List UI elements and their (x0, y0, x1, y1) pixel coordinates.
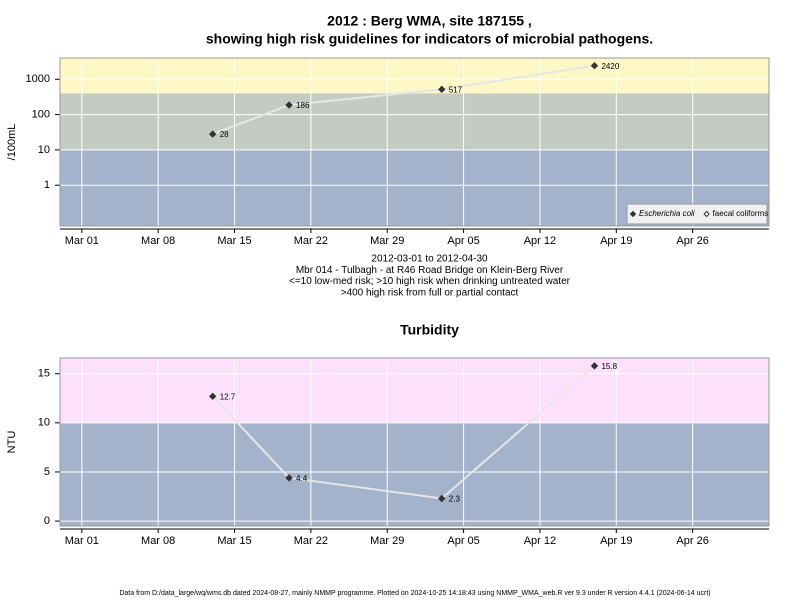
data-label: 517 (449, 85, 463, 94)
data-point (590, 62, 599, 70)
x-tick-label: Mar 08 (141, 235, 175, 247)
data-label: 28 (220, 130, 229, 139)
data-label: 4.4 (296, 474, 308, 483)
risk-band (60, 422, 769, 526)
y-tick-label: 10 (38, 144, 50, 156)
caption: >400 high risk from full or partial cont… (341, 288, 519, 299)
y-tick-label: 100 (32, 108, 50, 120)
series-line (212, 64, 595, 136)
risk-band (60, 58, 769, 94)
data-point (285, 101, 293, 109)
y-axis-label: NTU (6, 431, 18, 454)
caption: <=10 low-med risk; >10 high risk when dr… (289, 276, 571, 287)
legend-entry: Escherichia coli (639, 209, 695, 218)
risk-band (60, 93, 769, 150)
plot-frame (59, 357, 770, 527)
y-tick-label: 10 (38, 417, 50, 429)
data-point (590, 362, 599, 370)
y-tick-label: 5 (44, 466, 50, 478)
x-tick-label: Mar 01 (65, 235, 99, 247)
x-tick-label: Mar 15 (217, 535, 251, 547)
risk-band (60, 358, 769, 423)
x-tick-label: Apr 19 (600, 235, 632, 247)
x-tick-label: Apr 12 (524, 535, 556, 547)
x-tick-label: Mar 01 (65, 535, 99, 547)
data-point (438, 85, 446, 94)
x-tick-label: Mar 08 (141, 535, 175, 547)
caption: 2012-03-01 to 2012-04-30 (371, 254, 488, 265)
y-tick-label: 1000 (26, 73, 50, 85)
data-point (285, 474, 293, 482)
caption: Mbr 014 - Tulbagh - at R46 Road Bridge o… (296, 265, 564, 276)
chart-subtitle: showing high risk guidelines for indicat… (206, 31, 653, 47)
data-label: 15.8 (601, 362, 617, 371)
x-tick-label: Mar 22 (294, 235, 328, 247)
y-axis-label: /100mL (6, 124, 18, 161)
data-label: 2420 (601, 62, 619, 71)
plot-frame (59, 57, 770, 227)
y-tick-label: 0 (44, 515, 50, 527)
x-tick-label: Mar 29 (370, 235, 404, 247)
y-tick-label: 15 (38, 368, 50, 380)
x-tick-label: Mar 15 (217, 235, 251, 247)
data-point (438, 494, 446, 503)
legend-entry: faecal coliforms (713, 209, 769, 218)
legend-box (626, 203, 768, 225)
series-line (211, 365, 596, 500)
chart-title: 2012 : Berg WMA, site 187155 , (327, 13, 532, 29)
footer: Data from D:/data_large/wq/wms.db dated … (119, 590, 710, 597)
x-tick-label: Apr 19 (600, 535, 632, 547)
data-label: 2.3 (449, 495, 461, 504)
x-tick-label: Apr 12 (524, 235, 556, 247)
x-tick-label: Mar 29 (370, 535, 404, 547)
data-point (209, 130, 217, 138)
x-tick-label: Apr 26 (676, 235, 708, 247)
chart-title: Turbidity (400, 322, 459, 338)
data-point (209, 392, 217, 401)
y-tick-label: 1 (44, 179, 50, 191)
x-tick-label: Mar 22 (294, 535, 328, 547)
data-label: 12.7 (220, 392, 236, 401)
legend-marker (703, 210, 710, 218)
legend-marker (629, 210, 637, 218)
x-tick-label: Apr 05 (447, 235, 479, 247)
x-tick-label: Apr 05 (447, 535, 479, 547)
data-label: 186 (296, 101, 310, 110)
x-tick-label: Apr 26 (676, 535, 708, 547)
